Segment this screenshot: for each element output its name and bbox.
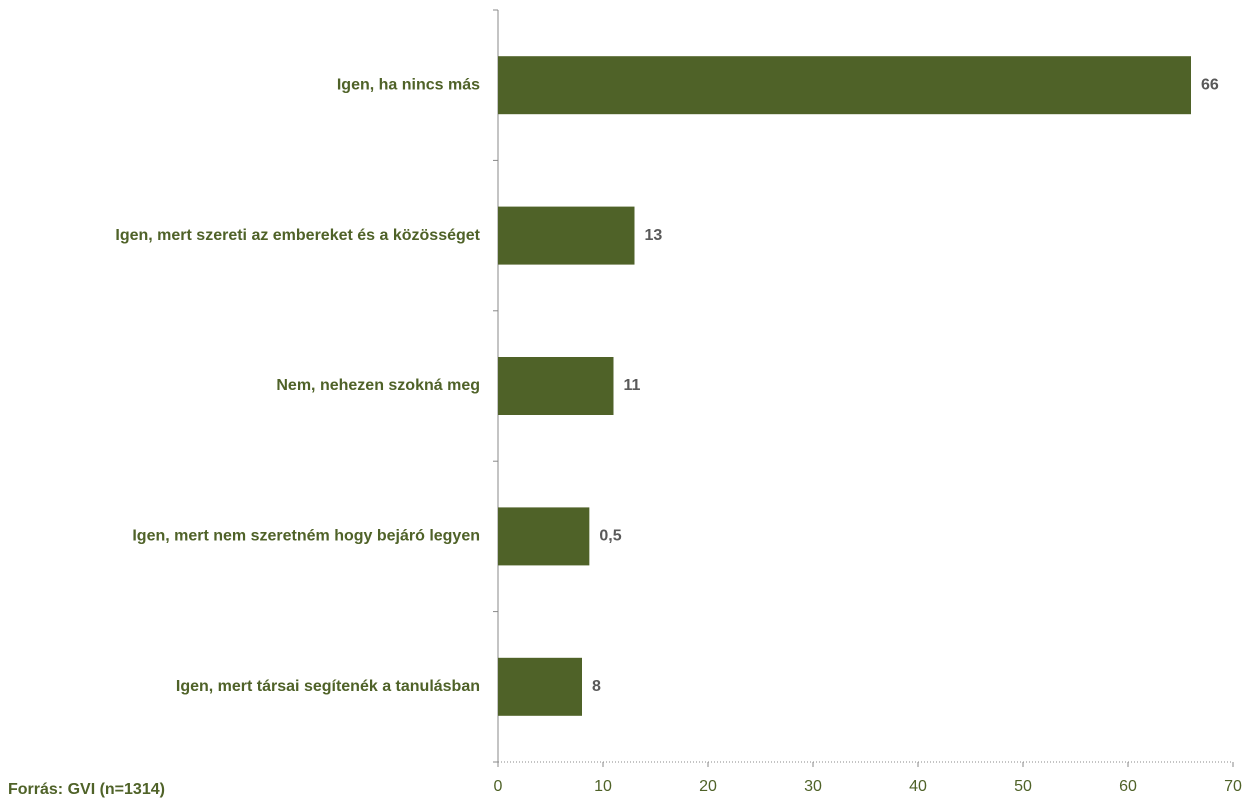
value-label: 66 <box>1201 76 1219 93</box>
source: Forrás: GVI (n=1314) <box>8 781 165 798</box>
bar <box>498 206 635 265</box>
x-tick-label: 40 <box>909 778 927 795</box>
x-tick-label: 70 <box>1224 778 1242 795</box>
x-tick-label: 50 <box>1014 778 1032 795</box>
value-label: 11 <box>624 377 641 394</box>
bar <box>498 357 614 415</box>
category-label: Igen, mert nem szeretném hogy bejáró leg… <box>132 528 480 545</box>
value-label: 0,5 <box>599 528 621 545</box>
bar <box>498 56 1191 115</box>
value-label: 13 <box>645 227 663 244</box>
x-tick-label: 30 <box>804 778 822 795</box>
value-label: 8 <box>592 678 601 695</box>
category-label: Igen, mert társai segítenék a tanulásban <box>176 678 480 695</box>
category-label: Igen, mert szereti az embereket és a köz… <box>115 227 480 244</box>
x-tick-label: 10 <box>594 778 612 795</box>
category-label: Nem, nehezen szokná meg <box>276 377 480 394</box>
x-tick-label: 60 <box>1119 778 1137 795</box>
bar <box>498 507 590 566</box>
x-tick-label: 20 <box>699 778 717 795</box>
x-tick-label: 0 <box>494 778 503 795</box>
bar <box>498 657 582 716</box>
category-label: Igen, ha nincs más <box>337 76 480 93</box>
